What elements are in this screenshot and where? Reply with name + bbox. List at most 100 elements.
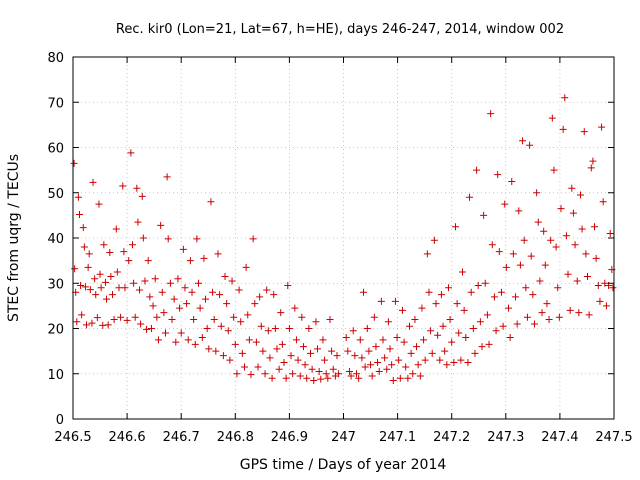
y-tick-label: 0 [56, 413, 64, 428]
data-point [108, 291, 116, 299]
data-point [184, 336, 192, 344]
data-point [469, 325, 477, 332]
data-point [328, 347, 336, 355]
data-point [508, 177, 516, 185]
data-point [580, 128, 588, 136]
data-point [83, 321, 91, 329]
data-point [157, 221, 165, 229]
data-point [499, 322, 507, 330]
data-point [84, 263, 92, 271]
data-point [441, 347, 449, 355]
data-point [596, 297, 604, 305]
data-point [562, 232, 570, 240]
data-point [198, 334, 206, 342]
data-point [95, 200, 103, 208]
data-point [571, 241, 579, 249]
data-point [289, 370, 297, 378]
data-point [139, 234, 147, 242]
data-point [566, 306, 574, 314]
data-point [520, 236, 528, 244]
y-tick-label: 10 [47, 368, 64, 383]
data-point [335, 370, 343, 378]
data-point [296, 372, 304, 380]
y-tick-label: 50 [47, 187, 64, 202]
data-point [312, 318, 320, 326]
data-point [342, 334, 350, 342]
x-tick-label: 247.2 [433, 430, 470, 445]
data-point [356, 336, 364, 344]
data-point [121, 284, 129, 292]
data-point [402, 363, 410, 371]
data-point [576, 191, 584, 199]
data-point [575, 309, 583, 317]
data-point [526, 141, 534, 149]
data-point [555, 313, 563, 321]
data-point [131, 313, 139, 321]
data-point [101, 278, 109, 286]
data-point [372, 343, 380, 351]
data-point [179, 245, 187, 253]
data-point [439, 322, 447, 330]
data-point [523, 313, 531, 321]
data-point [202, 295, 210, 303]
data-points [70, 94, 617, 385]
data-point [527, 252, 535, 260]
data-point [292, 336, 300, 344]
y-axis-label: STEC from uqrg / TECUs [6, 154, 22, 322]
data-point [249, 235, 257, 243]
data-point [599, 198, 607, 206]
data-point [358, 354, 366, 362]
data-point [471, 349, 479, 357]
data-point [298, 313, 306, 321]
data-point [478, 343, 486, 351]
data-point [592, 254, 600, 262]
x-tick-label: 247.3 [487, 430, 524, 445]
data-point [322, 370, 330, 378]
data-point [326, 315, 334, 323]
data-point [247, 371, 255, 379]
data-point [254, 363, 262, 371]
data-point [446, 315, 454, 323]
data-point [501, 200, 509, 208]
data-point [251, 300, 259, 308]
data-point [153, 313, 161, 321]
data-point [393, 334, 401, 342]
data-point [321, 356, 329, 364]
data-point [548, 114, 556, 122]
data-point [550, 166, 558, 174]
data-point [437, 291, 445, 299]
data-point [404, 374, 412, 382]
data-point [186, 257, 194, 265]
data-point [396, 374, 404, 382]
data-point [238, 349, 246, 357]
x-tick-label: 247.4 [541, 430, 578, 445]
data-point [115, 284, 123, 292]
data-point [176, 304, 184, 312]
data-point [533, 189, 541, 197]
y-axis-tick-labels: 0 10 20 30 40 50 60 70 80 [47, 51, 64, 428]
data-point [434, 331, 442, 339]
data-point [411, 315, 419, 323]
data-point [400, 338, 408, 346]
data-point [467, 288, 475, 296]
data-point [195, 279, 203, 287]
data-point [443, 361, 451, 369]
data-point [193, 235, 201, 243]
data-point [541, 261, 549, 269]
data-point [488, 241, 496, 249]
data-point [259, 347, 267, 355]
data-point [88, 319, 96, 327]
data-point [104, 321, 112, 329]
data-point [460, 306, 468, 314]
data-point [143, 325, 151, 333]
chart-title: Rec. kir0 (Lon=21, Lat=67, h=HE), days 2… [116, 22, 564, 37]
data-point [113, 268, 121, 276]
data-point [480, 211, 488, 219]
data-point [144, 257, 152, 265]
x-tick-label: 247.5 [595, 430, 632, 445]
data-point [207, 198, 215, 206]
data-point [285, 325, 293, 332]
data-point [74, 193, 82, 201]
data-point [174, 275, 182, 283]
